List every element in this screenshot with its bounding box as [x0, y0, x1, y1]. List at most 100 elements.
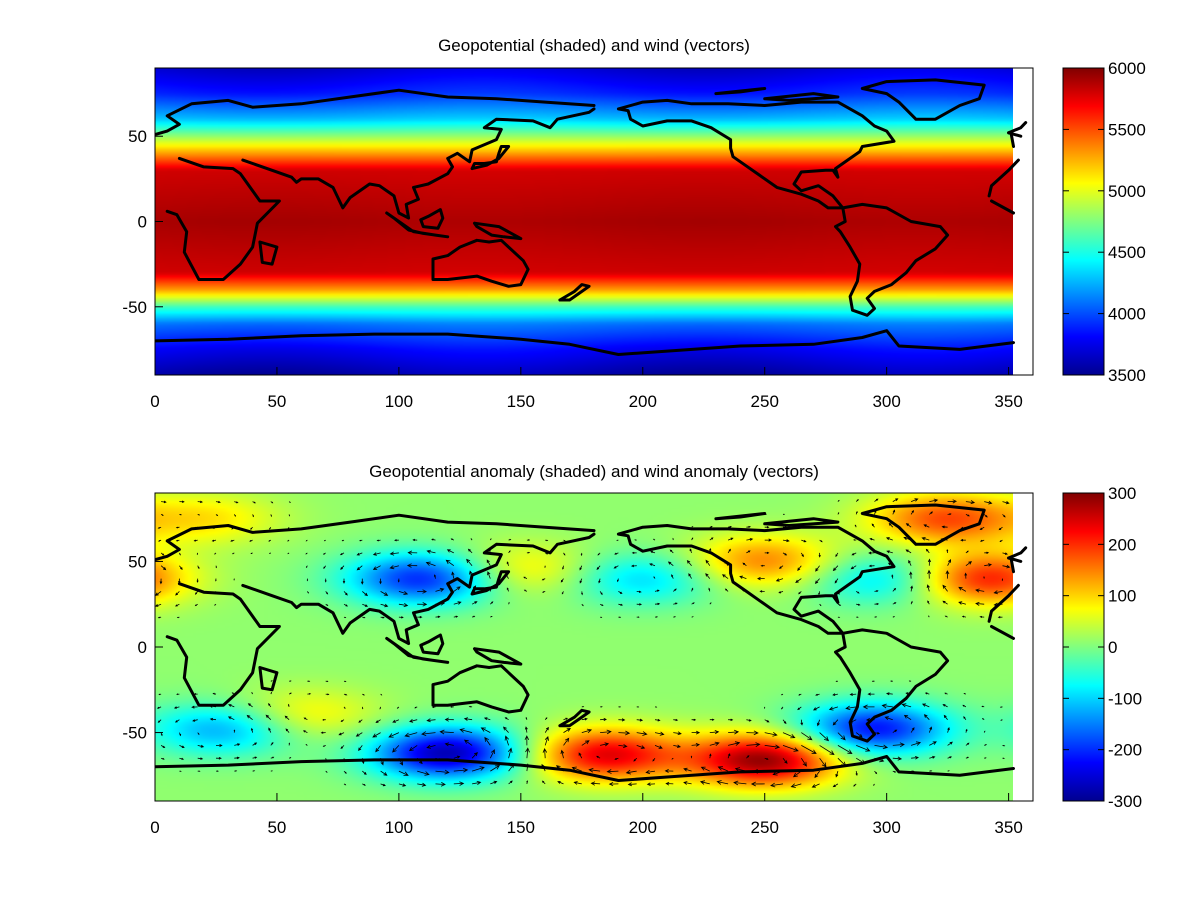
wind-vector: [446, 549, 454, 554]
wind-vector: [174, 603, 180, 607]
wind-vector: [816, 719, 820, 727]
wind-vector: [394, 539, 399, 542]
wind-vector: [305, 744, 308, 746]
wind-vector: [733, 780, 747, 786]
wind-vector: [417, 589, 427, 594]
wind-vector: [435, 587, 445, 592]
wind-vector: [835, 680, 838, 682]
top-colorbar: [1062, 67, 1105, 376]
wind-vector: [927, 558, 932, 566]
wind-vector: [910, 509, 914, 515]
wind-vector: [600, 742, 610, 747]
wind-vector: [813, 706, 820, 711]
wind-vector: [1002, 501, 1010, 505]
wind-vector: [307, 693, 312, 695]
wind-vector: [600, 717, 607, 722]
wind-vector: [524, 726, 528, 733]
wind-vector: [837, 511, 840, 515]
wind-vector: [921, 703, 930, 708]
wind-vector: [197, 500, 203, 504]
wind-vector: [764, 526, 770, 529]
coastline: [1007, 546, 1028, 560]
wind-vector: [965, 742, 970, 746]
wind-vector: [874, 731, 881, 735]
wind-vector: [850, 565, 857, 570]
x-tick-label: 350: [994, 818, 1022, 837]
wind-vector: [910, 585, 914, 592]
coastline: [258, 240, 279, 266]
wind-vector: [854, 524, 857, 528]
wind-vector: [832, 719, 839, 726]
wind-vector: [425, 561, 436, 567]
wind-vector: [194, 591, 199, 595]
wind-vector: [563, 552, 566, 556]
wind-vector: [947, 727, 950, 733]
coastline: [714, 512, 767, 521]
bottom-colorbar: [1062, 492, 1105, 802]
wind-vector: [721, 574, 729, 579]
wind-vector: [158, 539, 162, 542]
wind-vector: [472, 780, 482, 786]
wind-vector: [176, 693, 180, 696]
wind-vector: [832, 565, 839, 572]
colorbar-tick-label: 4000: [1108, 305, 1146, 324]
wind-vector: [654, 589, 660, 592]
wind-vector: [941, 525, 948, 529]
wind-vector: [445, 559, 455, 567]
wind-vector: [946, 549, 949, 553]
colorbar-tick-label: -100: [1108, 689, 1142, 708]
wind-vector: [909, 571, 913, 579]
wind-vector: [746, 742, 761, 747]
wind-vector: [343, 616, 347, 619]
wind-vector: [270, 680, 273, 682]
wind-vector: [691, 616, 694, 618]
wind-vector: [855, 732, 863, 738]
wind-vector: [265, 714, 272, 720]
wind-vector: [375, 719, 381, 724]
wind-vector: [525, 747, 530, 759]
bottom-chart-x-ticks: 0 50 100 150 200 250 300 350: [150, 793, 1023, 837]
wind-vector: [997, 616, 1003, 619]
wind-vector: [942, 584, 948, 592]
wind-vector: [194, 693, 198, 695]
wind-vector: [975, 588, 985, 593]
wind-vector: [700, 766, 710, 772]
wind-vector: [250, 552, 253, 554]
wind-vector: [855, 499, 859, 502]
coastline: [155, 513, 596, 562]
wind-vector: [757, 576, 765, 581]
coastline: [987, 583, 1020, 623]
wind-vector: [426, 744, 436, 749]
y-tick-label: -50: [122, 724, 147, 743]
wind-vector: [453, 601, 462, 605]
wind-vector: [779, 565, 784, 569]
wind-vector: [927, 569, 932, 579]
wind-vector: [288, 514, 291, 517]
wind-vector: [487, 571, 491, 579]
wind-vector: [688, 573, 692, 579]
wind-vector: [561, 591, 564, 595]
colorbar-tick-label: 200: [1108, 535, 1136, 554]
wind-vector: [728, 718, 734, 722]
wind-vector: [998, 526, 1003, 531]
wind-vector: [652, 538, 656, 541]
wind-vector: [215, 756, 222, 760]
wind-vector: [837, 616, 841, 618]
wind-vector: [417, 615, 423, 619]
wind-vector: [983, 514, 988, 518]
wind-vector: [307, 591, 309, 594]
wind-vector: [690, 755, 693, 759]
wind-vector: [618, 616, 622, 618]
wind-vector: [625, 769, 637, 775]
top-chart-coastlines: [155, 78, 1028, 356]
wind-vector: [563, 728, 571, 733]
wind-vector: [287, 703, 290, 708]
wind-vector: [891, 574, 894, 579]
wind-vector: [600, 616, 603, 618]
wind-vector: [832, 693, 838, 696]
wind-vector: [232, 552, 235, 555]
wind-vector: [196, 552, 199, 556]
wind-vector: [234, 743, 241, 746]
wind-vector: [179, 500, 185, 503]
wind-vector: [801, 539, 807, 543]
